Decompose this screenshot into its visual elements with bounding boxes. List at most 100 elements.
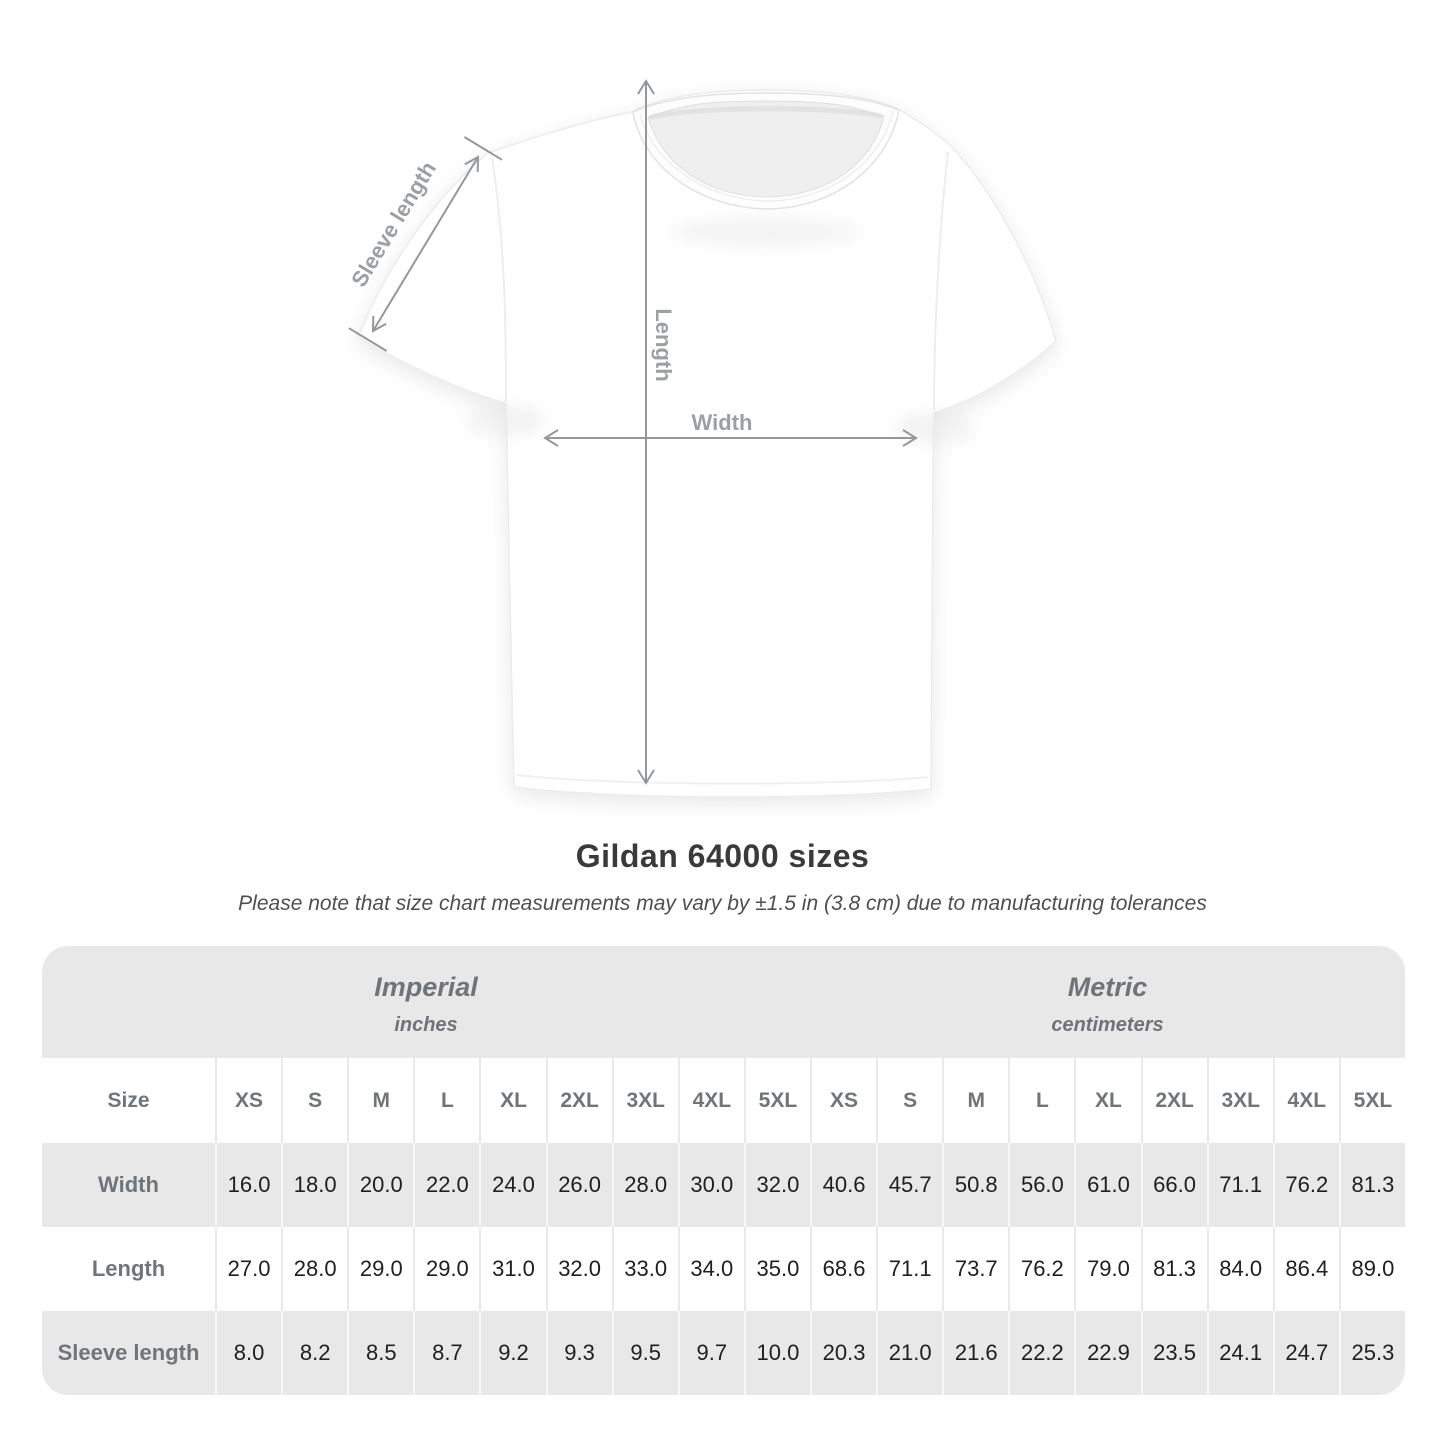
sleeve-arrowhead-bottom	[371, 315, 387, 333]
value-cell: 18.0	[281, 1143, 348, 1227]
value-cell: 25.3	[1338, 1311, 1405, 1395]
width-arrowhead-left	[543, 429, 559, 447]
sleeve-length-row: Sleeve length 8.0 8.2 8.5 8.7 9.2 9.3 9.5 9.7 10…	[42, 1311, 1405, 1395]
sleeve-end-tick-top	[463, 136, 503, 161]
metric-label: Metric	[1067, 971, 1148, 1002]
tshirt-measurement-diagram: Sleeve length Length Width	[346, 79, 1057, 798]
size-header-cell: 2XL	[1140, 1058, 1207, 1143]
value-cell: 71.1	[876, 1227, 943, 1311]
hem-stitch	[516, 774, 929, 785]
value-cell: 89.0	[1338, 1227, 1405, 1311]
value-cell: 30.0	[677, 1143, 744, 1227]
sleeve-end-tick-bottom	[348, 327, 388, 352]
value-cell: 24.7	[1272, 1311, 1339, 1395]
value-cell: 35.0	[743, 1227, 810, 1311]
row-label-length: Length	[42, 1227, 215, 1311]
dimension-lines	[348, 79, 918, 785]
metric-group-header: Metric centimeters	[809, 946, 1405, 1058]
size-header-cell: M	[347, 1058, 414, 1143]
value-cell: 66.0	[1140, 1143, 1207, 1227]
value-cell: 68.6	[809, 1227, 877, 1311]
value-cell: 71.1	[1206, 1143, 1273, 1227]
row-label-sleeve-length: Sleeve length	[42, 1311, 215, 1395]
size-header-cell: XL	[479, 1058, 546, 1143]
value-cell: 9.3	[545, 1311, 612, 1395]
right-underarm-shading	[895, 412, 975, 444]
length-arrowhead-bottom	[637, 769, 655, 785]
size-header-cell: 2XL	[545, 1058, 612, 1143]
size-header-cell: XS	[215, 1058, 282, 1143]
length-arrowhead-top	[637, 79, 655, 95]
value-cell: 9.7	[677, 1311, 744, 1395]
value-cell: 40.6	[809, 1143, 877, 1227]
value-cell: 24.1	[1206, 1311, 1273, 1395]
length-label: Length	[651, 308, 676, 381]
collar-opening	[647, 100, 885, 198]
value-cell: 21.0	[876, 1311, 943, 1395]
value-cell: 29.0	[347, 1227, 414, 1311]
value-cell: 76.2	[1272, 1143, 1339, 1227]
value-cell: 84.0	[1206, 1227, 1273, 1311]
under-collar-shading	[671, 218, 861, 246]
size-header-row: Size XS S M L XL 2XL 3XL 4XL 5XL XS S M L XL 2XL 3XL 4XL…	[42, 1058, 1405, 1143]
row-label-width: Width	[42, 1143, 215, 1227]
value-cell: 16.0	[215, 1143, 282, 1227]
imperial-group-header: Imperial inches	[42, 946, 810, 1058]
value-cell: 31.0	[479, 1227, 546, 1311]
collar-inner-shadow	[649, 106, 883, 120]
size-table: Imperial inches Metric centimeters Size …	[42, 946, 1405, 1395]
value-cell: 9.5	[611, 1311, 678, 1395]
value-cell: 22.2	[1008, 1311, 1075, 1395]
size-header-cell: L	[413, 1058, 480, 1143]
size-header-cell: 5XL	[743, 1058, 810, 1143]
value-cell: 8.0	[215, 1311, 282, 1395]
unit-group-row: Imperial inches Metric centimeters	[42, 946, 1405, 1058]
value-cell: 10.0	[743, 1311, 810, 1395]
size-header-cell: 5XL	[1338, 1058, 1405, 1143]
size-header-cell: XL	[1074, 1058, 1141, 1143]
value-cell: 28.0	[281, 1227, 348, 1311]
value-cell: 23.5	[1140, 1311, 1207, 1395]
value-cell: 9.2	[479, 1311, 546, 1395]
value-cell: 8.5	[347, 1311, 414, 1395]
value-cell: 81.3	[1338, 1143, 1405, 1227]
value-cell: 50.8	[942, 1143, 1009, 1227]
value-cell: 34.0	[677, 1227, 744, 1311]
size-header-cell: S	[876, 1058, 943, 1143]
width-arrowhead-right	[902, 429, 918, 447]
value-cell: 20.0	[347, 1143, 414, 1227]
value-cell: 61.0	[1074, 1143, 1141, 1227]
size-header-cell: 4XL	[1272, 1058, 1339, 1143]
sleeve-arrowhead-top	[464, 155, 480, 173]
tolerance-note: Please note that size chart measurements…	[238, 892, 1207, 915]
value-cell: 81.3	[1140, 1227, 1207, 1311]
collar-stitch	[639, 110, 894, 202]
value-cell: 27.0	[215, 1227, 282, 1311]
value-cell: 76.2	[1008, 1227, 1075, 1311]
value-cell: 28.0	[611, 1143, 678, 1227]
value-cell: 32.0	[743, 1143, 810, 1227]
value-cell: 86.4	[1272, 1227, 1339, 1311]
value-cell: 45.7	[876, 1143, 943, 1227]
value-cell: 22.9	[1074, 1311, 1141, 1395]
value-cell: 29.0	[413, 1227, 480, 1311]
value-cell: 24.0	[479, 1143, 546, 1227]
metric-unit: centimeters	[1051, 1013, 1164, 1036]
value-cell: 26.0	[545, 1143, 612, 1227]
left-underarm-shading	[465, 404, 545, 436]
value-cell: 79.0	[1074, 1227, 1141, 1311]
page-title: Gildan 64000 sizes	[575, 838, 870, 874]
size-header-cell: S	[281, 1058, 348, 1143]
value-cell: 21.6	[942, 1311, 1009, 1395]
value-cell: 8.7	[413, 1311, 480, 1395]
value-cell: 20.3	[809, 1311, 877, 1395]
size-header-cell: L	[1008, 1058, 1075, 1143]
value-cell: 8.2	[281, 1311, 348, 1395]
value-cell: 32.0	[545, 1227, 612, 1311]
value-cell: 56.0	[1008, 1143, 1075, 1227]
value-cell: 22.0	[413, 1143, 480, 1227]
size-header-cell: 3XL	[611, 1058, 678, 1143]
size-header-cell: 4XL	[677, 1058, 744, 1143]
sleeve-dimension-line	[372, 156, 479, 332]
